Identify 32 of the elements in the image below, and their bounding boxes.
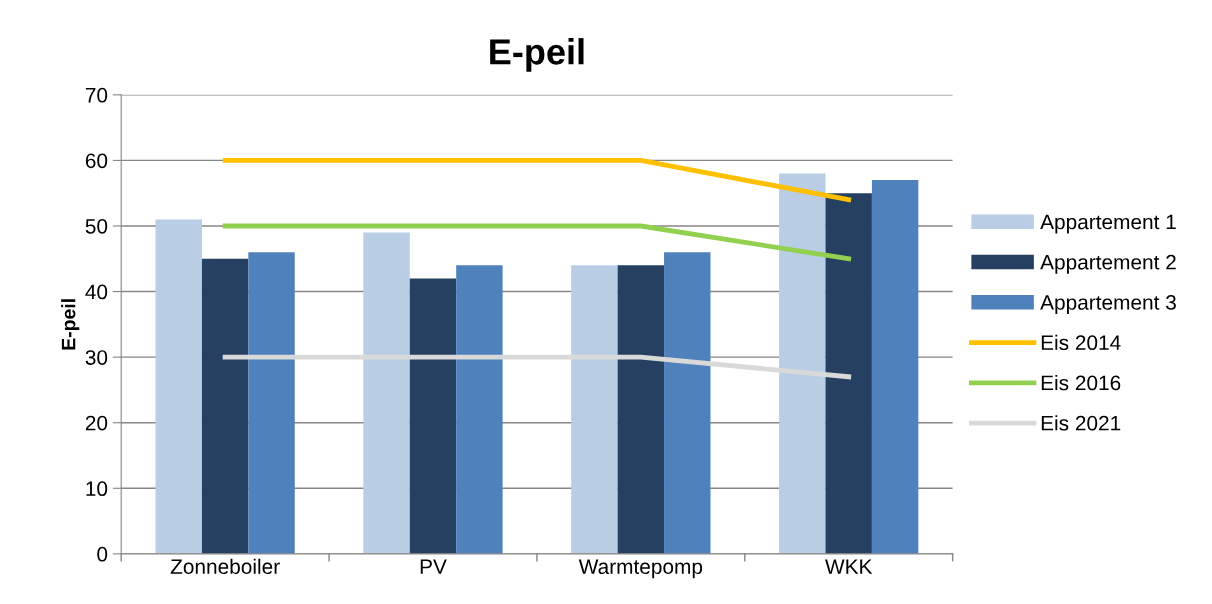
bar xyxy=(456,265,503,554)
legend-label: Appartement 1 xyxy=(1040,214,1176,234)
bar xyxy=(825,193,872,554)
y-tick-label: 60 xyxy=(85,153,108,169)
legend-label: Eis 2021 xyxy=(1041,415,1121,431)
x-tick-label: PV xyxy=(420,559,447,574)
legend-label: Appartement 3 xyxy=(1040,295,1176,314)
x-tick-label: Zonneboiler xyxy=(170,558,280,575)
legend-label: Eis 2016 xyxy=(1041,375,1121,391)
bar xyxy=(571,265,618,554)
bar xyxy=(248,252,295,554)
bar xyxy=(409,278,457,554)
y-tick-label: 70 xyxy=(85,87,108,103)
bar xyxy=(664,252,711,554)
y-tick-label: 50 xyxy=(85,218,108,234)
bar xyxy=(617,265,665,554)
bar xyxy=(201,258,249,554)
bar xyxy=(779,173,826,554)
x-tick-label: WKK xyxy=(825,559,873,574)
y-tick-label: 10 xyxy=(86,481,108,497)
y-tick-label: 40 xyxy=(85,284,108,300)
y-tick-label: 30 xyxy=(85,350,108,365)
y-axis-title: E-peil xyxy=(61,299,80,350)
bar xyxy=(155,219,202,554)
chart-title: E-peil xyxy=(490,38,584,72)
legend-label: Appartement 2 xyxy=(1040,254,1176,274)
x-tick-label: Warmtepomp xyxy=(578,559,703,579)
y-tick-label: 0 xyxy=(97,546,108,562)
legend-label: Eis 2014 xyxy=(1041,334,1121,351)
bar xyxy=(363,232,410,554)
y-tick-label: 20 xyxy=(85,415,108,431)
bar xyxy=(871,180,919,554)
